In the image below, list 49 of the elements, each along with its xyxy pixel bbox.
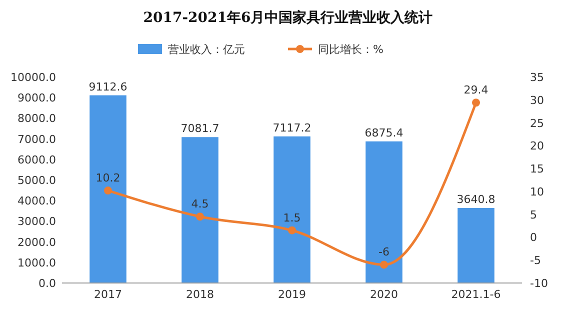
y-tick-label: 0.0 [38, 277, 56, 290]
point [288, 226, 296, 234]
y-tick-label: 6000.0 [18, 153, 56, 166]
y2-tick-label: 5 [530, 208, 537, 222]
point [472, 98, 480, 107]
x-tick-label: 2019 [278, 288, 306, 301]
y2-tick-label: 20 [530, 140, 544, 153]
data-label: 3640.8 [456, 193, 496, 206]
y2-tick-label: -10 [530, 277, 548, 290]
bar [366, 141, 402, 283]
y-tick-label: 2000.0 [18, 236, 56, 249]
x-tick-label: 2017 [94, 288, 122, 301]
data-label: 7081.7 [180, 122, 220, 136]
chart-title: 2017-2021年6月中国家具行业营业收入统计 [143, 9, 433, 26]
y2-tick-label: 25 [530, 116, 544, 130]
y2-tick-label: 10 [530, 185, 544, 198]
y2-tick-label: -5 [530, 254, 541, 268]
y-tick-label: 8000.0 [18, 112, 56, 126]
x-tick-label: 2018 [186, 288, 214, 301]
data-label: 4.5 [191, 198, 209, 211]
data-label: 7117.2 [272, 121, 312, 134]
y2-tick-label: 35 [530, 71, 544, 84]
legend-label: 营业收入：亿元 [168, 43, 245, 56]
bar [274, 136, 310, 283]
point [196, 212, 204, 221]
legend-label: 同比增长：% [318, 43, 384, 56]
y2-tick-label: 15 [530, 162, 544, 176]
y-tick-label: 3000.0 [18, 215, 56, 228]
bar [458, 208, 494, 283]
bar [182, 137, 218, 283]
point [380, 260, 388, 269]
data-label: -6 [378, 246, 390, 259]
point [104, 186, 112, 195]
y-tick-label: 9000.0 [18, 92, 56, 105]
y-tick-label: 7000.0 [18, 132, 56, 146]
x-tick-label: 2021.1-6 [451, 288, 501, 301]
data-label: 29.4 [464, 84, 488, 97]
bar [90, 95, 126, 283]
y2-tick-label: 0 [530, 231, 537, 244]
data-label: 10.2 [96, 172, 120, 185]
y-tick-label: 10000.0 [10, 71, 56, 84]
data-label: 6875.4 [364, 126, 404, 140]
data-label: 9112.6 [88, 80, 128, 94]
y-tick-label: 4000.0 [18, 194, 56, 208]
y-tick-label: 1000.0 [18, 256, 56, 270]
y2-tick-label: 30 [530, 94, 544, 107]
y-tick-label: 5000.0 [18, 174, 56, 187]
x-tick-label: 2020 [370, 288, 398, 301]
data-label: 1.5 [283, 211, 301, 224]
